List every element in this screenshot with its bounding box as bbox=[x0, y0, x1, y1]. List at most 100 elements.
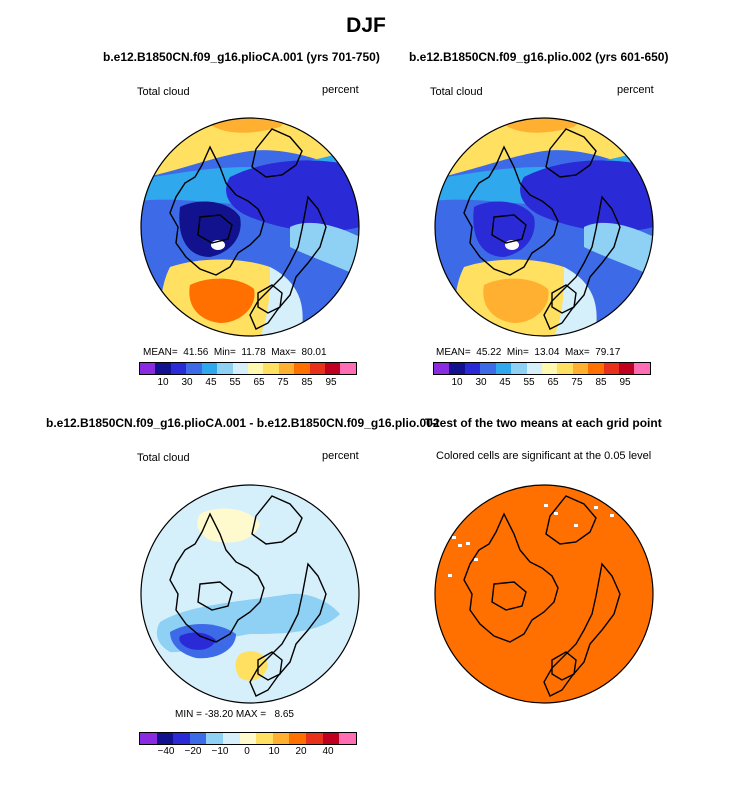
field-cloud-min bbox=[473, 201, 535, 257]
panel-3-colorbar bbox=[139, 732, 357, 745]
colorbar-swatch bbox=[278, 363, 295, 374]
colorbar-swatch bbox=[217, 363, 233, 374]
field-diff-positive bbox=[197, 508, 260, 543]
insignificant-cell bbox=[574, 524, 578, 527]
panel-3-units-label: percent bbox=[322, 450, 359, 462]
map-coastlines bbox=[463, 128, 621, 330]
colorbar-tick-label: 95 bbox=[619, 377, 631, 388]
map-coastlines bbox=[463, 495, 621, 697]
colorbar-swatch bbox=[156, 733, 174, 744]
insignificant-cell bbox=[452, 536, 456, 539]
colorbar-swatch bbox=[223, 733, 240, 744]
panel-2-stats: MEAN= 45.22 Min= 13.04 Max= 79.17 bbox=[436, 347, 621, 358]
colorbar-swatch bbox=[511, 363, 527, 374]
colorbar-swatch bbox=[140, 363, 156, 374]
colorbar-tick-label: −20 bbox=[184, 746, 202, 757]
panel-3-title: b.e12.B1850CN.f09_g16.plioCA.001 - b.e12… bbox=[46, 416, 440, 430]
panel-4-significance-label: Colored cells are significant at the 0.0… bbox=[436, 450, 652, 462]
colorbar-tick-label: 85 bbox=[301, 377, 313, 388]
colorbar-tick-label: 10 bbox=[451, 377, 463, 388]
panel-1-units-label: percent bbox=[322, 84, 359, 96]
colorbar-swatch bbox=[464, 363, 481, 374]
insignificant-cell bbox=[466, 542, 470, 545]
map-border bbox=[140, 117, 360, 337]
panel-3-stats: MIN = -38.20 MAX = 8.65 bbox=[175, 709, 294, 720]
colorbar-swatch bbox=[434, 363, 450, 374]
colorbar-swatch bbox=[495, 363, 512, 374]
colorbar-swatch bbox=[189, 733, 207, 744]
coastline bbox=[257, 284, 283, 314]
map-field bbox=[141, 118, 359, 336]
panel-1-colorbar bbox=[139, 362, 357, 375]
panel-1-variable-label: Total cloud bbox=[137, 86, 190, 98]
coastline bbox=[249, 562, 327, 697]
coastline bbox=[543, 195, 621, 330]
colorbar-swatch bbox=[247, 363, 264, 374]
panel-3-polar-map bbox=[140, 484, 360, 704]
field-cloud-mid bbox=[584, 222, 653, 277]
panel-3-variable-label: Total cloud bbox=[137, 452, 190, 464]
colorbar-tick-label: 65 bbox=[253, 377, 265, 388]
map-border bbox=[434, 117, 654, 337]
panel-2-variable-label: Total cloud bbox=[430, 86, 483, 98]
coastline bbox=[169, 512, 265, 643]
colorbar-swatch bbox=[541, 363, 558, 374]
panel-2-units-label: percent bbox=[617, 84, 654, 96]
panel-1-stats: MEAN= 41.56 Min= 11.78 Max= 80.01 bbox=[143, 347, 327, 358]
colorbar-tick-label: 85 bbox=[595, 377, 607, 388]
colorbar-tick-label: −10 bbox=[211, 746, 229, 757]
colorbar-swatch bbox=[155, 363, 171, 374]
field-cloud-min bbox=[179, 201, 241, 257]
colorbar-swatch bbox=[340, 363, 356, 374]
colorbar-tick-label: 45 bbox=[205, 377, 217, 388]
coastline bbox=[251, 128, 303, 178]
colorbar-swatch bbox=[619, 363, 635, 374]
colorbar-swatch bbox=[339, 733, 356, 744]
insignificant-cell bbox=[594, 506, 598, 509]
colorbar-swatch bbox=[239, 733, 257, 744]
colorbar-swatch bbox=[170, 363, 187, 374]
figure-title: DJF bbox=[346, 14, 386, 37]
colorbar-swatch bbox=[306, 733, 323, 744]
colorbar-swatch bbox=[322, 733, 340, 744]
colorbar-swatch bbox=[557, 363, 573, 374]
colorbar-swatch bbox=[173, 733, 190, 744]
coastline bbox=[545, 495, 597, 545]
colorbar-swatch bbox=[325, 363, 341, 374]
colorbar-swatch bbox=[526, 363, 542, 374]
coastline bbox=[545, 128, 597, 178]
coastline bbox=[543, 562, 621, 697]
colorbar-tick-label: 95 bbox=[325, 377, 337, 388]
colorbar-swatch bbox=[294, 363, 310, 374]
coastline bbox=[463, 145, 559, 276]
colorbar-swatch bbox=[634, 363, 650, 374]
colorbar-tick-label: 65 bbox=[547, 377, 559, 388]
colorbar-swatch bbox=[272, 733, 290, 744]
map-border bbox=[434, 484, 654, 704]
colorbar-tick-label: 20 bbox=[295, 746, 307, 757]
field-cloud-mid bbox=[290, 222, 359, 277]
coastline bbox=[463, 512, 559, 643]
coastline bbox=[197, 214, 233, 244]
colorbar-swatch bbox=[232, 363, 248, 374]
colorbar-tick-label: 55 bbox=[523, 377, 535, 388]
insignificant-cell bbox=[544, 504, 548, 507]
colorbar-tick-label: 75 bbox=[277, 377, 289, 388]
colorbar-swatch bbox=[186, 363, 202, 374]
coastline bbox=[491, 581, 527, 611]
insignificant-cell bbox=[474, 558, 478, 561]
colorbar-swatch bbox=[603, 363, 620, 374]
panel-1-title: b.e12.B1850CN.f09_g16.plioCA.001 (yrs 70… bbox=[103, 50, 380, 64]
colorbar-tick-label: 10 bbox=[268, 746, 280, 757]
colorbar-tick-label: 0 bbox=[244, 746, 250, 757]
coastline bbox=[251, 495, 303, 545]
colorbar-swatch bbox=[480, 363, 496, 374]
coastline bbox=[249, 195, 327, 330]
colorbar-swatch bbox=[256, 733, 273, 744]
colorbar-swatch bbox=[309, 363, 326, 374]
colorbar-swatch bbox=[201, 363, 218, 374]
colorbar-tick-label: 10 bbox=[157, 377, 169, 388]
coastline bbox=[551, 651, 577, 681]
colorbar-tick-label: 55 bbox=[229, 377, 241, 388]
field-cloud-south-peak bbox=[483, 278, 549, 323]
